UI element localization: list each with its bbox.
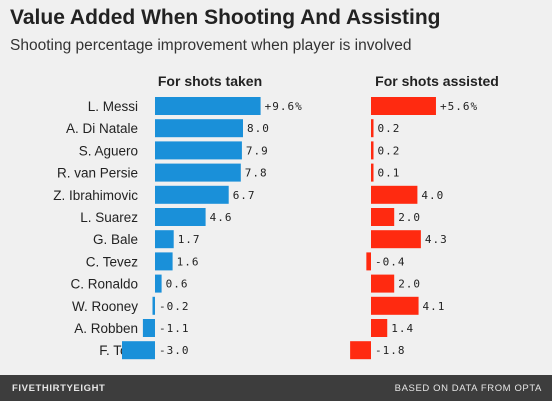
bar — [122, 341, 155, 360]
value-label: 8.0 — [247, 122, 270, 135]
bar — [142, 319, 155, 337]
bar — [366, 252, 371, 271]
category-label: R. van Persie — [57, 166, 138, 181]
bar — [155, 252, 173, 271]
value-label: 7.8 — [245, 167, 268, 180]
bar — [155, 141, 242, 160]
value-label: 1.6 — [177, 255, 200, 268]
value-label: 4.3 — [425, 233, 448, 246]
bar-chart: For shots taken For shots assisted L. Mess… — [53, 73, 499, 360]
value-label: -0.4 — [375, 255, 406, 268]
bar — [155, 163, 241, 182]
value-label: 1.4 — [391, 322, 414, 335]
chart-title: Value Added When Shooting And Assisting — [10, 6, 441, 29]
bar — [371, 185, 418, 204]
category-label: Z. Ibrahimovic — [53, 188, 138, 203]
value-label: 7.9 — [246, 144, 269, 157]
bar — [155, 230, 174, 249]
bar — [371, 319, 388, 337]
bar — [371, 163, 374, 182]
value-label: 2.0 — [398, 211, 421, 224]
value-label: 4.0 — [421, 189, 444, 202]
bar — [371, 119, 374, 138]
value-label: 0.2 — [378, 144, 401, 157]
series-header: For shots taken — [158, 73, 262, 89]
bar — [155, 119, 243, 138]
bar — [371, 296, 419, 315]
bar — [371, 141, 374, 160]
bar — [371, 274, 395, 293]
category-label: S. Aguero — [79, 143, 138, 158]
bar — [155, 274, 162, 293]
value-label: -0.2 — [159, 300, 190, 313]
category-label: W. Rooney — [72, 299, 138, 314]
bar — [350, 341, 371, 360]
value-label: +9.6% — [265, 100, 303, 113]
category-label: C. Tevez — [86, 254, 139, 269]
brand-logo-text: FIVETHIRTYEIGHT — [12, 383, 106, 394]
category-label: L. Messi — [88, 99, 138, 114]
value-label: -3.0 — [159, 344, 190, 357]
value-label: 0.2 — [378, 122, 401, 135]
category-label: A. Robben — [74, 321, 138, 336]
category-label: A. Di Natale — [66, 121, 138, 136]
bar — [152, 296, 155, 315]
value-label: 2.0 — [398, 278, 421, 291]
value-label: 4.1 — [423, 300, 446, 313]
bar — [371, 230, 421, 249]
bar — [155, 208, 206, 226]
value-label: 4.6 — [210, 211, 233, 224]
value-label: 6.7 — [233, 189, 256, 202]
value-label: 1.7 — [178, 233, 201, 246]
source-note: BASED ON DATA FROM OPTA — [394, 383, 542, 394]
bar — [155, 97, 261, 115]
chart-subtitle: Shooting percentage improvement when pla… — [10, 37, 412, 54]
value-label: -1.1 — [159, 322, 190, 335]
bar — [371, 97, 436, 115]
bar — [371, 208, 395, 226]
value-label: +5.6% — [440, 100, 478, 113]
value-label: 0.1 — [378, 167, 401, 180]
footer-bar: FIVETHIRTYEIGHT BASED ON DATA FROM OPTA — [0, 375, 552, 401]
category-label: G. Bale — [93, 232, 138, 247]
series-header: For shots assisted — [375, 73, 499, 89]
value-label: -1.8 — [375, 344, 406, 357]
bar — [155, 185, 229, 204]
category-label: C. Ronaldo — [70, 277, 138, 292]
value-label: 0.6 — [166, 278, 189, 291]
category-label: L. Suarez — [80, 210, 138, 225]
